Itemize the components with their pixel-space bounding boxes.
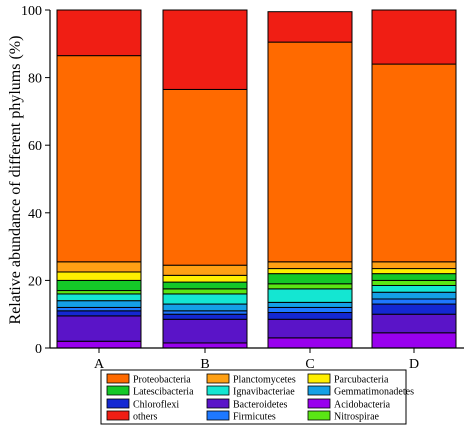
bar-segment-D-proteobacteria xyxy=(371,63,457,263)
bar-segment-A-gemmatimonadetes xyxy=(56,300,142,308)
legend-label-gemmatimonadetes: Gemmatimonadetes xyxy=(334,387,414,398)
y-tick-label-40: 40 xyxy=(28,207,42,222)
legend-box xyxy=(100,369,407,425)
legend-swatch-planctomycetes xyxy=(206,373,230,384)
legend-swatch-chloroflexi xyxy=(106,398,130,409)
bar-segment-C-gemmatimonadetes xyxy=(267,301,353,308)
y-tick-label-100: 100 xyxy=(21,4,42,19)
x-tick-label-B: B xyxy=(200,357,209,372)
bar-segment-D-chloroflexi xyxy=(371,303,457,315)
bar-segment-A-bacteroidetes xyxy=(56,315,142,342)
bar-segment-A-planctomycetes xyxy=(56,261,142,273)
bar-segment-D-planctomycetes xyxy=(371,261,457,270)
legend-label-proteobacteria: Proteobacteria xyxy=(133,375,191,386)
legend-label-chloroflexi: Chloroflexi xyxy=(133,400,179,411)
bar-segment-D-latescibacteria xyxy=(371,273,457,281)
legend: Proteobacteria Planctomycetes Parcubacteri… xyxy=(100,369,414,425)
bar-segment-C-acidobacteria xyxy=(267,337,353,349)
bar-segment-B-planctomycetes xyxy=(162,264,248,276)
bar-segment-B-latescibacteria xyxy=(162,281,248,290)
legend-label-firmicutes: Firmicutes xyxy=(233,412,276,423)
bar-segment-C-proteobacteria xyxy=(267,41,353,263)
bar-segment-D-acidobacteria xyxy=(371,332,457,349)
bar-segment-B-bacteroidetes xyxy=(162,318,248,344)
legend-swatch-bacteroidetes xyxy=(206,398,230,409)
y-axis-label: Relative abundance of different phylums … xyxy=(7,36,24,325)
legend-label-ignavibacteriae: Ignavibacteriae xyxy=(233,387,295,398)
y-tick-label-80: 80 xyxy=(28,72,42,87)
bar-segment-D-bacteroidetes xyxy=(371,313,457,334)
bar-segment-A-others xyxy=(56,9,142,57)
bar-segment-A-ignavibacteriae xyxy=(56,293,142,302)
bar-segment-A-nitrospirae xyxy=(56,290,142,295)
bar-segment-C-latescibacteria xyxy=(267,273,353,285)
y-tick-label-60: 60 xyxy=(28,139,42,154)
bar-segment-B-parcubacteria xyxy=(162,274,248,283)
bar-segment-A-proteobacteria xyxy=(56,55,142,263)
axes-group: 0 20 40 60 80 100 A B C D xyxy=(21,4,464,372)
x-tick-label-C: C xyxy=(305,357,314,372)
bar-segment-D-others xyxy=(371,9,457,65)
bar-segment-C-nitrospirae xyxy=(267,283,353,290)
bar-segment-B-proteobacteria xyxy=(162,88,248,266)
bar-segment-A-latescibacteria xyxy=(56,279,142,292)
bar-segment-B-gemmatimonadetes xyxy=(162,303,248,312)
legend-swatch-acidobacteria xyxy=(307,398,331,409)
bar-segment-C-chloroflexi xyxy=(267,312,353,320)
legend-swatch-firmicutes xyxy=(206,410,230,421)
legend-label-bacteroidetes: Bacteroidetes xyxy=(233,400,288,411)
legend-label-acidobacteria: Acidobacteria xyxy=(334,400,391,411)
legend-swatch-ignavibacteriae xyxy=(206,385,230,396)
bar-segment-D-gemmatimonadetes xyxy=(371,291,457,300)
legend-swatch-proteobacteria xyxy=(106,373,130,384)
bar-segment-D-nitrospirae xyxy=(371,279,457,286)
bar-segment-B-nitrospirae xyxy=(162,288,248,295)
bar-segment-A-parcubacteria xyxy=(56,271,142,281)
bar-segment-B-firmicutes xyxy=(162,310,248,315)
legend-label-nitrospirae: Nitrospirae xyxy=(334,412,380,423)
legend-label-others: others xyxy=(133,412,158,423)
x-tick-label-D: D xyxy=(409,357,419,372)
bar-segment-A-chloroflexi xyxy=(56,310,142,317)
bar-segment-C-bacteroidetes xyxy=(267,318,353,339)
bar-segment-C-parcubacteria xyxy=(267,268,353,275)
y-tick-label-20: 20 xyxy=(28,274,42,289)
bar-segment-D-ignavibacteriae xyxy=(371,284,457,293)
legend-label-parcubacteria: Parcubacteria xyxy=(334,375,389,386)
bar-segment-B-others xyxy=(162,9,248,90)
legend-swatch-latescibacteria xyxy=(106,385,130,396)
bar-segment-C-others xyxy=(267,11,353,43)
bar-segment-C-firmicutes xyxy=(267,306,353,314)
bar-segment-A-acidobacteria xyxy=(56,340,142,349)
bar-segment-B-chloroflexi xyxy=(162,313,248,320)
legend-swatch-nitrospirae xyxy=(307,410,331,421)
bar-segment-D-parcubacteria xyxy=(371,268,457,275)
legend-label-planctomycetes: Planctomycetes xyxy=(233,375,296,386)
bar-segment-A-firmicutes xyxy=(56,306,142,312)
bars-group xyxy=(56,9,457,349)
bar-segment-B-ignavibacteriae xyxy=(162,293,248,305)
legend-swatch-others xyxy=(106,410,130,421)
x-tick-label-A: A xyxy=(94,357,105,372)
bar-segment-C-planctomycetes xyxy=(267,261,353,270)
legend-label-latescibacteria: Latescibacteria xyxy=(133,387,194,398)
y-tick-label-0: 0 xyxy=(35,342,42,357)
bar-segment-C-ignavibacteriae xyxy=(267,288,353,303)
legend-swatch-parcubacteria xyxy=(307,373,331,384)
bar-segment-D-firmicutes xyxy=(371,298,457,305)
legend-swatch-gemmatimonadetes xyxy=(307,385,331,396)
bar-segment-B-acidobacteria xyxy=(162,342,248,349)
